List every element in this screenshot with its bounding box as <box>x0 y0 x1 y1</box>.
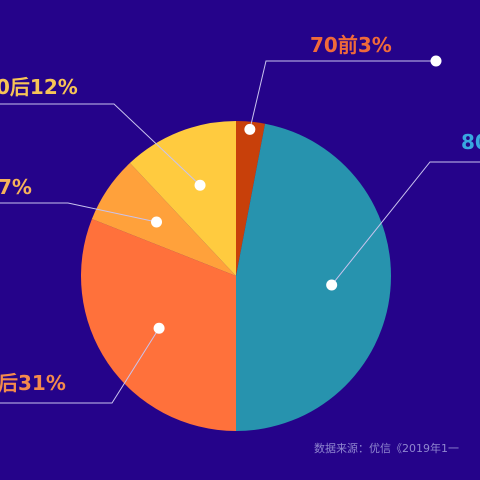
slice-labels: 70前3% 80 后31% 7% 0后12% <box>0 33 480 395</box>
leader-7pct-dot <box>151 216 163 228</box>
leader-90s-dot <box>153 322 165 334</box>
pie-slices <box>80 121 391 431</box>
slice-7pct <box>91 163 236 276</box>
leader-lines <box>0 55 480 404</box>
leader-70s-dot <box>244 123 256 135</box>
leader-80s-dot <box>326 279 338 291</box>
slice-label-7pct: 7% <box>0 175 32 199</box>
leader-90s <box>0 328 160 404</box>
slice-label-80s: 80 <box>461 130 480 154</box>
leader-12pct-dot <box>194 179 206 191</box>
slice-label-70s: 70前3% <box>310 33 392 57</box>
data-source-note: 数据来源：优信《2019年1一 <box>314 441 459 455</box>
slice-label-12pct: 0后12% <box>0 75 78 99</box>
leader-12pct <box>0 103 201 186</box>
leader-70s <box>249 60 436 130</box>
leader-70s-end-dot <box>430 55 442 67</box>
slice-70s <box>236 121 266 276</box>
slice-80s <box>236 123 391 431</box>
slice-label-90s: 后31% <box>0 371 66 395</box>
leader-7pct <box>0 202 157 223</box>
slice-12pct <box>129 121 236 276</box>
leader-80s <box>331 161 480 286</box>
